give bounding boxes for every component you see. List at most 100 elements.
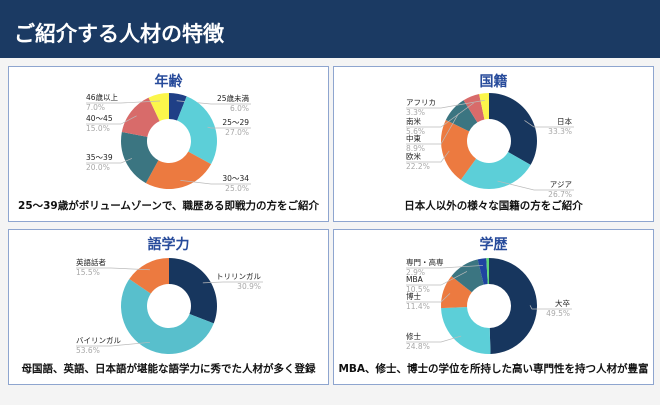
label-percent: 2.9% [406,268,426,277]
label-percent: 7.0% [86,103,106,112]
label-percent: 15.5% [76,268,100,277]
label-percent: 20.0% [86,163,110,172]
leader-line [180,180,251,185]
leader-line [497,180,574,191]
leader-line [207,126,251,129]
slice-label: 中東 8.9% [406,134,425,154]
label-name: 40〜45 [86,114,113,123]
page-title: ご紹介する人材の特徴 [14,22,224,46]
label-percent: 15.0% [86,124,110,133]
leader-line [76,267,150,271]
slice-label: トリリンガル 30.9% [216,272,261,292]
panel-language: 語学力 母国語、英語、日本語が堪能な語学力に秀でた人材が多く登録 トリリンガル 30… [8,229,329,385]
label-name: 修士 [406,332,421,341]
chart-caption: 母国語、英語、日本語が堪能な語学力に秀でた人材が多く登録 [21,363,316,375]
label-name: 欧米 [406,152,421,161]
chart-caption: MBA、修士、博士の学位を所持した高い専門性を持つ人材が豊富 [338,363,649,375]
leader-line [86,100,161,104]
label-percent: 22.2% [406,162,430,171]
label-percent: 33.3% [548,127,572,136]
donut-chart-language [76,258,263,354]
label-percent: 27.0% [225,128,249,137]
label-name: MBA [406,275,423,284]
slice-label: 英語話者 15.5% [76,258,106,278]
slice-トリリンガル [169,258,217,324]
slice-label: アジア 26.7% [548,180,572,200]
slice-日本 [489,93,537,165]
slice-label: 46歳以上 7.0% [86,93,118,113]
slice-label: 修士 24.8% [406,332,430,352]
label-percent: 25.0% [225,184,249,193]
chart-caption: 日本人以外の様々な国籍の方をご紹介 [404,200,583,212]
leader-line [86,158,133,164]
slice-label: 日本 33.3% [548,117,572,137]
slice-30〜34 [145,151,212,189]
slice-label: 40〜45 15.0% [86,114,113,134]
label-name: バイリンガル [76,336,121,345]
label-name: 35〜39 [86,153,113,162]
slice-label: 南米 5.6% [406,117,425,137]
label-name: 大卒 [555,299,570,308]
slice-アフリカ [479,93,489,120]
label-percent: 53.6% [76,346,100,355]
chart-title: 語学力 [147,237,190,253]
slice-25〜29 [177,96,217,165]
slice-label: 大卒 49.5% [546,299,570,319]
leader-line [76,341,150,347]
slice-label: 専門・高専 2.9% [406,258,444,278]
label-name: アフリカ [406,98,436,107]
label-name: 25〜29 [222,118,249,127]
label-percent: 11.4% [406,302,430,311]
label-name: トリリンガル [216,272,261,281]
panel-education: 学歴 MBA、修士、博士の学位を所持した高い専門性を持つ人材が豊富 大卒 49.5%… [333,229,654,385]
leader-line [406,293,451,303]
slice-欧米 [441,120,477,180]
slice-修士 [441,306,491,354]
label-percent: 5.6% [406,127,426,136]
slice-label: アフリカ 3.3% [406,98,436,118]
leader-line [524,120,574,128]
chart-title: 国籍 [479,74,508,90]
slice-label: 35〜39 20.0% [86,153,113,173]
donut-chart-nationality [406,93,574,191]
leader-line [406,150,450,163]
slice-label: 欧米 22.2% [406,152,430,172]
slice-label: 25歳未満 6.0% [217,94,249,114]
label-percent: 6.0% [229,104,249,113]
slice-バイリンガル [121,279,214,354]
slice-35〜39 [120,132,159,184]
label-percent: 10.5% [406,285,430,294]
label-name: 25歳未満 [216,94,249,103]
label-name: 南米 [406,117,421,126]
label-percent: 3.3% [406,108,426,117]
chart-title: 年齢 [154,74,183,90]
panel-nationality: 国籍 日本人以外の様々な国籍の方をご紹介 日本 33.3% アジア 26.7% 欧米 22.… [333,66,654,222]
chart-title: 学歴 [479,237,508,253]
leader-line [406,113,459,145]
leader-line [406,99,485,109]
leader-line [406,265,483,269]
label-percent: 8.9% [406,144,426,153]
slice-label: 30〜34 25.0% [222,174,249,194]
label-name: 専門・高専 [406,258,444,267]
label-name: 日本 [557,117,572,126]
label-name: 英語話者 [76,258,106,267]
leader-line [406,335,462,343]
slice-25歳未満 [169,93,187,121]
slice-博士 [441,276,472,309]
slice-アジア [460,151,531,189]
label-percent: 30.9% [237,282,261,291]
leader-line [86,115,137,125]
slice-46歳以上 [148,93,169,122]
leader-line [202,281,263,284]
label-name: 博士 [406,292,421,301]
slice-英語話者 [129,258,169,294]
slice-40〜45 [121,97,160,137]
label-name: 中東 [406,134,421,143]
slice-label: 博士 11.4% [406,292,430,312]
leader-line [529,305,572,310]
label-name: 30〜34 [222,174,249,183]
slice-other [486,258,489,285]
leader-line [406,102,474,128]
slice-中東 [445,100,478,132]
